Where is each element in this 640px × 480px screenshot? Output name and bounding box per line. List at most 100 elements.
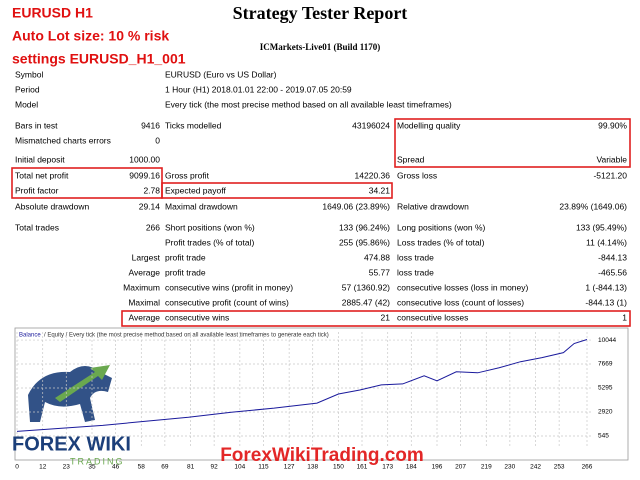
x-tick-label: 253 bbox=[554, 464, 565, 471]
stat-label: Profit trades (% of total) bbox=[165, 237, 254, 247]
stat-label: Absolute drawdown bbox=[15, 201, 89, 211]
logo-subtext: TRADING bbox=[70, 456, 125, 466]
stat-value: 14220.36 bbox=[355, 170, 391, 180]
stat-value: 1 (-844.13) bbox=[585, 282, 627, 292]
stat-label: Modelling quality bbox=[397, 120, 461, 130]
stat-value: Maximal bbox=[128, 297, 160, 307]
overlay-text: settings EURUSD_H1_001 bbox=[12, 51, 186, 67]
stat-value: 2.78 bbox=[143, 185, 160, 195]
info-label: Symbol bbox=[15, 69, 43, 79]
x-tick-label: 115 bbox=[258, 464, 269, 471]
x-tick-label: 266 bbox=[582, 464, 593, 471]
stat-value: Average bbox=[128, 312, 160, 322]
x-tick-label: 184 bbox=[406, 464, 417, 471]
x-tick-label: 242 bbox=[530, 464, 541, 471]
stat-label: Relative drawdown bbox=[397, 201, 469, 211]
stat-value: 474.88 bbox=[364, 252, 390, 262]
info-value: Every tick (the most precise method base… bbox=[165, 99, 452, 109]
x-tick-label: 161 bbox=[357, 464, 368, 471]
stat-value: 1 bbox=[622, 312, 627, 322]
stat-label: consecutive wins bbox=[165, 312, 229, 322]
y-tick-label: 5295 bbox=[598, 385, 613, 392]
chart-frame bbox=[14, 327, 629, 461]
stat-value: 0 bbox=[155, 135, 160, 145]
stat-label: profit trade bbox=[165, 267, 206, 277]
stat-value: -844.13 bbox=[598, 252, 627, 262]
stat-value: 1000.00 bbox=[129, 154, 160, 164]
stat-value: Maximum bbox=[123, 282, 160, 292]
y-tick-label: 10044 bbox=[598, 337, 616, 344]
x-tick-label: 196 bbox=[432, 464, 443, 471]
x-tick-label: 58 bbox=[138, 464, 146, 471]
stat-label: Gross profit bbox=[165, 170, 210, 180]
x-tick-label: 35 bbox=[88, 464, 96, 471]
x-tick-label: 92 bbox=[211, 464, 219, 471]
x-tick-label: 207 bbox=[455, 464, 466, 471]
stat-label: Long positions (won %) bbox=[397, 222, 486, 232]
x-tick-label: 46 bbox=[112, 464, 120, 471]
highlight-box bbox=[394, 118, 631, 168]
stat-label: Gross loss bbox=[397, 170, 437, 180]
stat-label: Bars in test bbox=[15, 120, 58, 130]
info-value: EURUSD (Euro vs US Dollar) bbox=[165, 69, 277, 79]
x-tick-label: 69 bbox=[161, 464, 169, 471]
logo-text: FOREX WIKI bbox=[12, 433, 131, 455]
watermark-site: ForexWikiTrading.com bbox=[220, 445, 424, 466]
stat-value: 11 (4.14%) bbox=[586, 237, 627, 247]
stat-value: 9099.16 bbox=[129, 170, 160, 180]
x-tick-label: 173 bbox=[382, 464, 393, 471]
x-tick-label: 0 bbox=[15, 464, 19, 471]
x-tick-label: 12 bbox=[39, 464, 47, 471]
legend-entry: Balance bbox=[19, 333, 41, 339]
logo-arrow bbox=[55, 365, 110, 402]
stat-label: consecutive profit (count of wins) bbox=[165, 297, 289, 307]
y-tick-label: 545 bbox=[598, 433, 609, 440]
stat-value: 43196024 bbox=[352, 120, 390, 130]
chart-subtitle: / Equity / Every tick (the most precise … bbox=[44, 333, 329, 339]
stat-value: 266 bbox=[146, 222, 160, 232]
stat-label: consecutive loss (count of losses) bbox=[397, 297, 524, 307]
stat-label: consecutive losses bbox=[397, 312, 468, 322]
stat-label: loss trade bbox=[397, 252, 434, 262]
x-tick-label: 150 bbox=[333, 464, 344, 471]
info-label: Model bbox=[15, 99, 38, 109]
overlay-text: EURUSD H1 bbox=[12, 5, 93, 21]
x-tick-label: 138 bbox=[307, 464, 318, 471]
stat-value: 9416 bbox=[141, 120, 160, 130]
stat-value: 255 (95.86%) bbox=[339, 237, 390, 247]
stat-label: consecutive losses (loss in money) bbox=[397, 282, 529, 292]
stat-label: Ticks modelled bbox=[165, 120, 222, 130]
stat-value: 21 bbox=[381, 312, 391, 322]
stat-value: 2885.47 (42) bbox=[342, 297, 390, 307]
stat-label: Loss trades (% of total) bbox=[397, 237, 485, 247]
stat-value: 99.90% bbox=[598, 120, 627, 130]
x-tick-label: 127 bbox=[284, 464, 295, 471]
stat-value: 133 (96.24%) bbox=[339, 222, 390, 232]
stat-label: loss trade bbox=[397, 267, 434, 277]
x-tick-label: 23 bbox=[63, 464, 71, 471]
stat-value: Average bbox=[128, 267, 160, 277]
stat-value: -465.56 bbox=[598, 267, 627, 277]
stat-value: 57 (1360.92) bbox=[342, 282, 390, 292]
stat-label: Maximal drawdown bbox=[165, 201, 238, 211]
y-tick-label: 2920 bbox=[598, 409, 613, 416]
report-title: Strategy Tester Report bbox=[233, 3, 408, 23]
stat-label: profit trade bbox=[165, 252, 206, 262]
stat-label: Mismatched charts errors bbox=[15, 135, 111, 145]
info-label: Period bbox=[15, 84, 40, 94]
stat-value: 133 (95.49%) bbox=[576, 222, 627, 232]
stat-label: Short positions (won %) bbox=[165, 222, 255, 232]
highlight-box bbox=[161, 182, 393, 199]
x-tick-label: 104 bbox=[234, 464, 245, 471]
stat-label: Total trades bbox=[15, 222, 59, 232]
info-value: 1 Hour (H1) 2018.01.01 22:00 - 2019.07.0… bbox=[165, 84, 352, 94]
stat-value: 1649.06 (23.89%) bbox=[322, 201, 390, 211]
y-tick-label: 7669 bbox=[598, 361, 613, 368]
stat-value: Variable bbox=[596, 154, 627, 164]
stat-value: 55.77 bbox=[369, 267, 391, 277]
stat-value: -5121.20 bbox=[593, 170, 627, 180]
stat-value: Largest bbox=[132, 252, 161, 262]
stat-label: Spread bbox=[397, 154, 425, 164]
balance-line bbox=[16, 338, 588, 432]
